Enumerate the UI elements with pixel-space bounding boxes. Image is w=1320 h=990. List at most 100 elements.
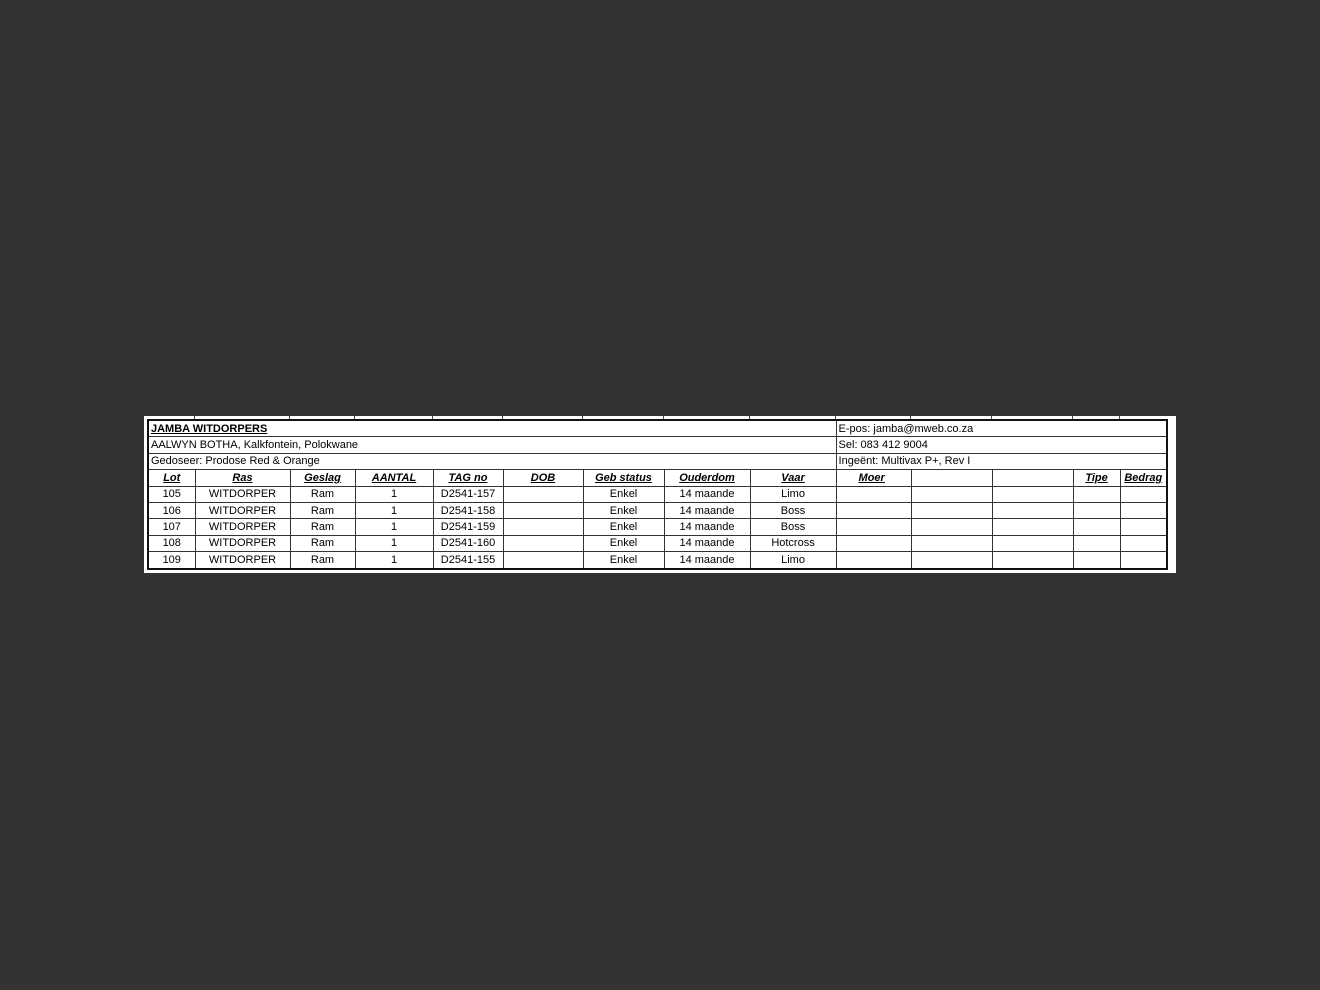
table-cell: 1 [354, 518, 434, 536]
table-cell: WITDORPER [194, 485, 291, 503]
column-header: Tipe [1072, 469, 1121, 487]
farm-title: JAMBA WITDORPERS [147, 419, 837, 438]
column-header: Ouderdom [663, 469, 751, 487]
table-cell: Boss [749, 501, 837, 520]
table-row: 108 WITDORPER Ram 1 D2541-160 Enkel 14 maande H… [147, 534, 1168, 553]
table-cell [1119, 501, 1168, 520]
owner: AALWYN BOTHA, Kalkfontein, Polokwane [147, 436, 837, 454]
table-cell [910, 501, 993, 520]
table-cell [991, 551, 1074, 570]
table-cell [910, 518, 993, 536]
email: E-pos: jamba@mweb.co.za [835, 419, 1169, 438]
table-cell [835, 518, 912, 536]
table-row: 109 WITDORPER Ram 1 D2541-155 Enkel 14 maande L… [147, 551, 1168, 570]
table-cell: 105 [147, 485, 196, 503]
table-cell: WITDORPER [194, 501, 291, 520]
document-page: JAMBA WITDORPERS E-pos: jamba@mweb.co.za… [144, 416, 1176, 573]
table-cell [1072, 501, 1121, 520]
table-cell: Limo [749, 551, 837, 570]
table-cell: Boss [749, 518, 837, 536]
column-header: AANTAL [354, 469, 434, 487]
table-cell: 1 [354, 485, 434, 503]
column-tick [582, 416, 583, 419]
vaccinated-note: Ingeënt: Multivax P+, Rev I [835, 452, 1169, 471]
table-cell [502, 485, 584, 503]
table-cell: WITDORPER [194, 518, 291, 536]
column-tick [1072, 416, 1073, 419]
table-cell [991, 501, 1074, 520]
table-cell [835, 534, 912, 553]
table-cell [910, 534, 993, 553]
column-header: Ras [194, 469, 291, 487]
lot-table: JAMBA WITDORPERS E-pos: jamba@mweb.co.za… [147, 419, 1169, 570]
table-cell: 14 maande [663, 551, 751, 570]
table-cell: Ram [289, 518, 356, 536]
table-cell: WITDORPER [194, 551, 291, 570]
dosed-note: Gedoseer: Prodose Red & Orange [147, 452, 837, 471]
table-cell: Enkel [582, 551, 665, 570]
table-cell: 1 [354, 534, 434, 553]
column-header: Vaar [749, 469, 837, 487]
table-cell [835, 501, 912, 520]
table-cell: Ram [289, 534, 356, 553]
table-cell [502, 518, 584, 536]
table-cell: 14 maande [663, 534, 751, 553]
table-cell [910, 551, 993, 570]
table-cell [835, 551, 912, 570]
table-row: 107 WITDORPER Ram 1 D2541-159 Enkel 14 maande B… [147, 518, 1168, 536]
column-header: TAG no [432, 469, 504, 487]
column-tick [1119, 416, 1120, 419]
table-cell: D2541-160 [432, 534, 504, 553]
column-tick-strip [147, 416, 1166, 419]
table-cell: Enkel [582, 501, 665, 520]
table-cell [910, 485, 993, 503]
column-tick [663, 416, 664, 419]
table-cell [502, 501, 584, 520]
table-cell [1072, 485, 1121, 503]
table-cell [1072, 534, 1121, 553]
column-header: Bedrag [1119, 469, 1168, 487]
column-header [991, 469, 1074, 487]
table-cell: Ram [289, 485, 356, 503]
table-cell: 14 maande [663, 518, 751, 536]
column-tick [432, 416, 433, 419]
header-row: Lot Ras Geslag AANTAL TAG no DOB Geb status Oud… [147, 469, 1168, 487]
table-cell: Ram [289, 501, 356, 520]
table-cell [991, 485, 1074, 503]
column-header: Geb status [582, 469, 665, 487]
table-cell: D2541-159 [432, 518, 504, 536]
table-cell: Enkel [582, 518, 665, 536]
table-cell: Enkel [582, 485, 665, 503]
column-header: Lot [147, 469, 196, 487]
table-cell: D2541-158 [432, 501, 504, 520]
table-cell: 107 [147, 518, 196, 536]
table-cell [835, 485, 912, 503]
table-cell: D2541-155 [432, 551, 504, 570]
column-tick [749, 416, 750, 419]
table-cell [991, 534, 1074, 553]
table-cell: Limo [749, 485, 837, 503]
column-tick [194, 416, 195, 419]
table-cell: Enkel [582, 534, 665, 553]
table-cell: WITDORPER [194, 534, 291, 553]
column-header: DOB [502, 469, 584, 487]
table-cell [991, 518, 1074, 536]
table-cell: 14 maande [663, 485, 751, 503]
table-cell: Ram [289, 551, 356, 570]
column-header: Moer [835, 469, 912, 487]
table-cell: D2541-157 [432, 485, 504, 503]
column-tick [991, 416, 992, 419]
info-row-owner: AALWYN BOTHA, Kalkfontein, Polokwane Sel… [147, 436, 1169, 454]
table-row: 106 WITDORPER Ram 1 D2541-158 Enkel 14 maande B… [147, 501, 1168, 520]
column-tick [502, 416, 503, 419]
table-cell [1119, 518, 1168, 536]
table-row: 105 WITDORPER Ram 1 D2541-157 Enkel 14 maande L… [147, 485, 1168, 503]
table-cell [1072, 518, 1121, 536]
table-cell: Hotcross [749, 534, 837, 553]
column-header: Geslag [289, 469, 356, 487]
column-header [910, 469, 993, 487]
table-cell [1119, 551, 1168, 570]
table-cell [1119, 534, 1168, 553]
table-cell [1119, 485, 1168, 503]
column-tick [835, 416, 836, 419]
